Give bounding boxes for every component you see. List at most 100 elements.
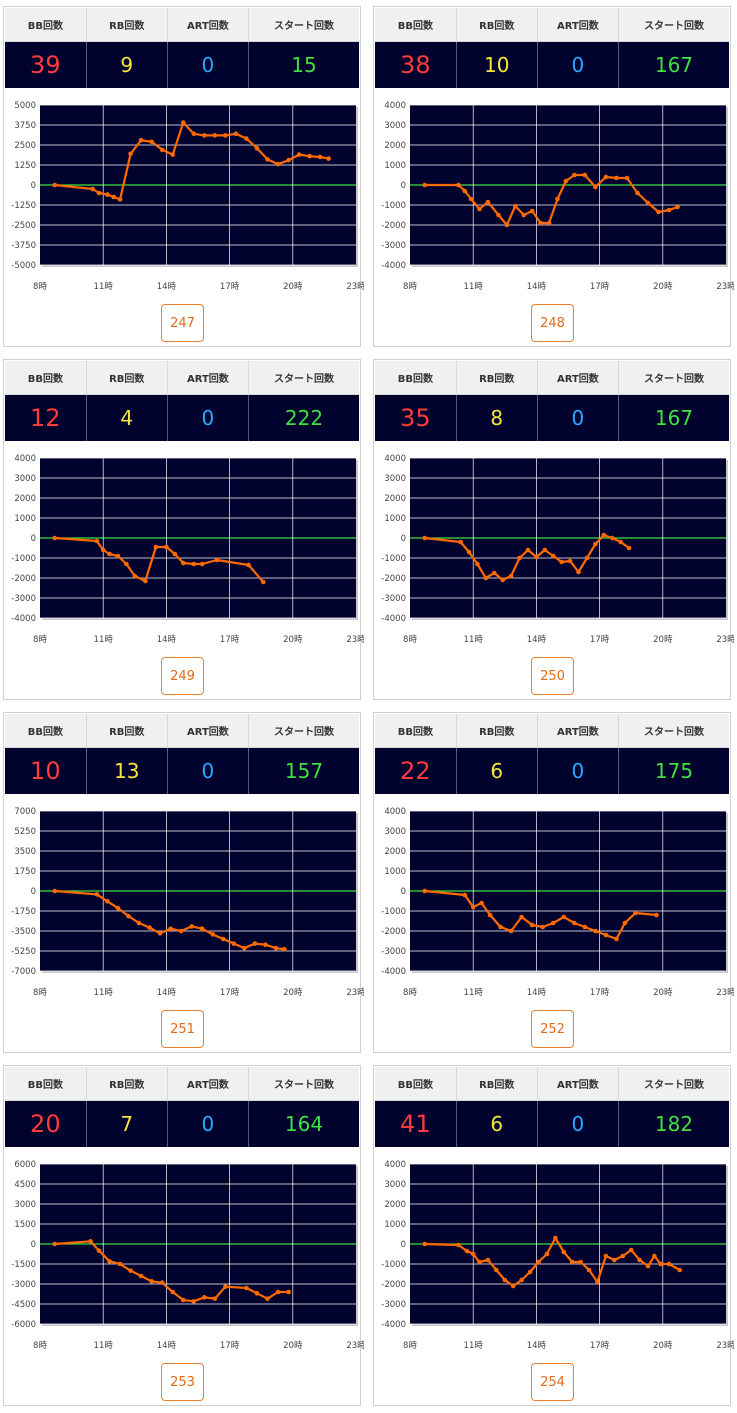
data-point <box>603 932 609 938</box>
data-point <box>601 532 607 538</box>
data-point <box>483 575 489 581</box>
data-point <box>111 194 117 200</box>
stats-table: BB回数 RB回数 ART回数 スタート回数 10 13 0 157 <box>5 714 359 794</box>
x-tick-label: 11時 <box>94 635 114 645</box>
series-line <box>424 533 630 582</box>
y-tick-label: 1000 <box>384 1220 406 1230</box>
data-point <box>265 1296 270 1301</box>
data-point <box>468 196 474 202</box>
data-point <box>52 1241 58 1247</box>
data-point <box>153 544 159 550</box>
data-point <box>635 190 640 196</box>
art-header: ART回数 <box>167 1067 250 1101</box>
data-point <box>569 1259 575 1265</box>
x-tick-label: 23時 <box>716 988 734 998</box>
data-point <box>502 1277 508 1283</box>
y-tick-label: -3750 <box>11 241 36 251</box>
data-point <box>210 932 216 937</box>
data-point <box>572 920 577 926</box>
data-point <box>178 928 184 934</box>
bb-header: BB回数 <box>375 714 457 748</box>
y-tick-label: 6000 <box>14 1160 36 1170</box>
y-tick-label: -3000 <box>381 947 406 957</box>
x-tick-label: 8時 <box>403 988 417 998</box>
y-tick-label: 4000 <box>384 807 406 817</box>
data-point <box>212 1296 218 1301</box>
y-tick-label: 4000 <box>14 454 36 464</box>
data-point <box>244 136 249 141</box>
data-point <box>458 539 463 545</box>
machine-number-button[interactable]: 248 <box>531 304 574 342</box>
data-point <box>147 925 152 930</box>
machine-number-button[interactable]: 254 <box>531 1363 574 1401</box>
y-tick-label: -3000 <box>381 1300 406 1310</box>
start-count: 15 <box>248 41 359 88</box>
y-tick-label: -2000 <box>381 574 406 584</box>
machine-number-button[interactable]: 253 <box>161 1363 204 1401</box>
bb-header: BB回数 <box>5 8 87 42</box>
stats-table: BB回数 RB回数 ART回数 スタート回数 35 8 0 167 <box>375 361 729 441</box>
data-point <box>96 190 102 196</box>
data-point <box>550 920 556 926</box>
machine-number-button[interactable]: 247 <box>161 304 204 342</box>
y-tick-label: 0 <box>401 1240 406 1250</box>
data-point <box>633 910 638 916</box>
y-tick-label: 3000 <box>384 827 406 837</box>
data-point <box>553 1235 558 1241</box>
art-count: 0 <box>537 394 620 441</box>
data-point <box>261 579 266 585</box>
bb-count: 39 <box>5 41 87 88</box>
machine-number-button[interactable]: 250 <box>531 657 574 695</box>
data-point <box>107 551 112 557</box>
rb-count: 6 <box>456 747 538 794</box>
data-point <box>652 1253 657 1259</box>
y-tick-label: 2000 <box>14 494 36 504</box>
rb-count: 13 <box>86 747 168 794</box>
x-tick-label: 23時 <box>346 988 364 998</box>
data-point <box>254 1291 260 1296</box>
y-tick-label: 3000 <box>14 1200 36 1210</box>
y-tick-label: 0 <box>31 887 36 897</box>
bb-header: BB回数 <box>5 714 87 748</box>
data-point <box>170 1289 176 1295</box>
data-point <box>536 1259 541 1265</box>
data-point <box>132 573 138 579</box>
y-tick-label: -4500 <box>11 1300 36 1310</box>
x-tick-label: 14時 <box>527 988 547 998</box>
machine-card: BB回数 RB回数 ART回数 スタート回数 10 13 0 157 251 70… <box>3 712 364 1053</box>
y-tick-label: -4000 <box>381 1320 406 1330</box>
x-tick-label: 8時 <box>33 1341 47 1351</box>
machine-number-button[interactable]: 249 <box>161 657 204 695</box>
y-tick-label: -1250 <box>11 201 36 211</box>
bb-count: 35 <box>375 394 457 441</box>
y-tick-label: 3750 <box>14 121 36 131</box>
data-point <box>189 924 194 929</box>
x-tick-label: 20時 <box>653 988 673 998</box>
art-header: ART回数 <box>167 8 250 42</box>
x-tick-label: 14時 <box>157 1341 177 1351</box>
data-point <box>593 928 598 934</box>
data-point <box>265 157 270 162</box>
x-tick-label: 23時 <box>346 635 364 645</box>
stats-table: BB回数 RB回数 ART回数 スタート回数 12 4 0 222 <box>5 361 359 441</box>
machine-number-button[interactable]: 251 <box>161 1010 204 1048</box>
machine-number-button[interactable]: 252 <box>531 1010 574 1048</box>
x-tick-label: 8時 <box>33 635 47 645</box>
data-point <box>576 569 581 575</box>
y-tick-label: -2000 <box>381 221 406 231</box>
x-tick-label: 14時 <box>157 282 177 292</box>
data-point <box>223 1284 228 1289</box>
start-count: 157 <box>248 747 359 794</box>
data-point <box>199 926 205 932</box>
start-count: 175 <box>618 747 729 794</box>
y-tick-label: -3000 <box>11 1280 36 1290</box>
x-tick-label: 17時 <box>590 635 610 645</box>
data-point <box>479 900 484 906</box>
data-point <box>496 212 501 218</box>
data-point <box>500 577 505 583</box>
data-point <box>593 541 598 547</box>
data-point <box>180 560 186 566</box>
x-tick-label: 8時 <box>403 282 417 292</box>
data-point <box>168 926 173 932</box>
data-point <box>477 1259 482 1265</box>
